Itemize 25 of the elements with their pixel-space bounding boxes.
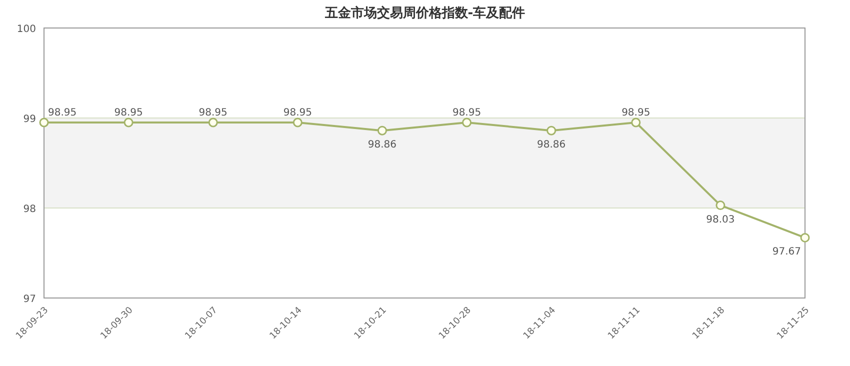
data-label: 98.95 (452, 108, 482, 118)
data-label: 98.95 (114, 108, 143, 118)
data-label: 98.86 (368, 140, 397, 151)
point (716, 200, 726, 210)
data-label: 98.95 (48, 108, 77, 118)
point (631, 118, 641, 128)
y-tick-label: 99 (23, 114, 36, 125)
data-label: 98.03 (706, 214, 735, 226)
data-label: 98.95 (198, 108, 228, 118)
data-label: 98.95 (622, 108, 650, 118)
point (546, 126, 556, 136)
data-label: 98.95 (283, 108, 312, 118)
point (462, 118, 472, 128)
point (124, 118, 134, 128)
data-label: 97.67 (772, 246, 801, 258)
point (292, 118, 302, 128)
chart-title: 五金市场交易周价格指数-车及配件 (324, 5, 526, 21)
y-tick-label: 97 (23, 294, 36, 305)
data-label: 98.86 (537, 140, 566, 151)
point (800, 232, 810, 242)
y-tick-label: 98 (23, 204, 36, 215)
point (208, 118, 218, 128)
point (377, 126, 387, 136)
point (39, 118, 49, 128)
y-tick-label: 100 (16, 24, 36, 35)
